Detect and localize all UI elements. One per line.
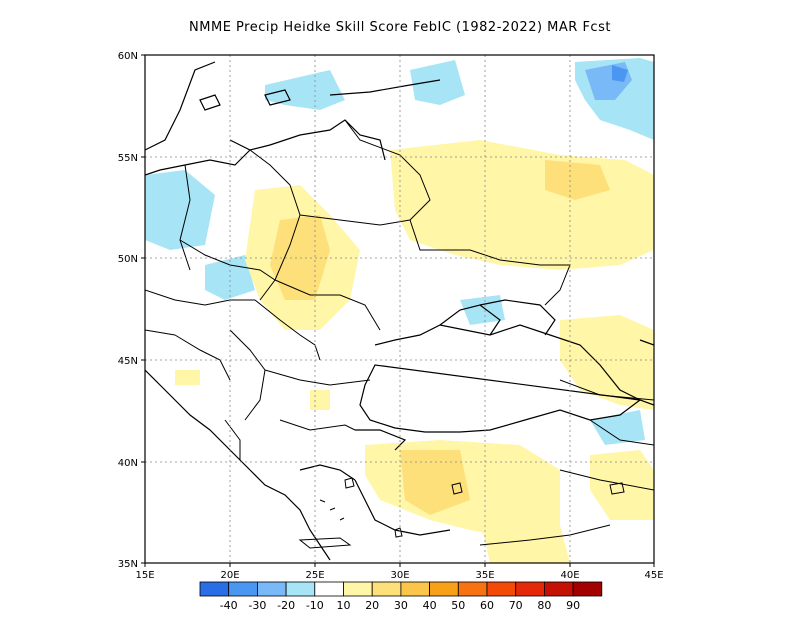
border-romania-ukraine <box>274 279 381 331</box>
colorbar-label: 50 <box>451 599 466 612</box>
colorbar-label: -40 <box>219 599 238 612</box>
colorbar-swatch <box>285 581 316 597</box>
colorbar-label: 10 <box>336 599 351 612</box>
baltic-coast <box>145 61 386 176</box>
border-romania-bulgaria <box>264 369 371 386</box>
skill-patch-10-east <box>560 315 654 410</box>
rhodes-island <box>394 527 403 538</box>
border-turkey-east <box>559 469 654 491</box>
border-hungary-romania <box>254 299 321 361</box>
colorbar-label: 60 <box>480 599 494 612</box>
border-germany-poland <box>179 164 191 271</box>
gotland-island <box>199 94 221 111</box>
colorbar-swatch <box>371 581 402 597</box>
colorbar-label: 20 <box>365 599 380 612</box>
skill-patch-neg-10-crimea <box>460 295 505 325</box>
coastlines <box>145 61 654 561</box>
lon-tick-label: 20E <box>220 570 239 581</box>
colorbar-label: -30 <box>248 599 267 612</box>
lon-tick-label: 40E <box>560 570 579 581</box>
border-ukraine-belarus <box>299 214 411 226</box>
colorbar-swatch <box>457 581 488 597</box>
colorbar-swatch <box>199 581 230 597</box>
colorbar-label: 90 <box>566 599 581 612</box>
lon-tick-label: 45E <box>644 570 663 581</box>
skill-patch-20-turkey <box>400 450 470 515</box>
skill-patch-20-russia <box>545 160 610 200</box>
greece-coast <box>249 464 356 561</box>
lat-tick-label: 45N <box>118 356 138 367</box>
saaremaa-island <box>264 89 291 106</box>
skill-patch-neg-10-baltic <box>265 70 345 110</box>
skill-patch-10-pannonia <box>175 370 200 385</box>
lat-tick-label: 40N <box>118 458 138 469</box>
colorbar-label: -10 <box>305 599 324 612</box>
colorbar-label: 30 <box>393 599 408 612</box>
border-ukraine-russia <box>409 219 571 306</box>
lat-tick-label: 35N <box>118 559 138 570</box>
colorbar-swatch <box>400 581 430 597</box>
azov-sea-coast <box>479 299 556 336</box>
lake-tuz <box>451 482 463 495</box>
border-caucasus <box>559 379 654 401</box>
aegean-coast <box>354 479 451 536</box>
lesbos-island <box>344 477 355 489</box>
cyclades-islands <box>319 499 345 521</box>
colorbar-swatch <box>343 581 373 597</box>
border-serbia <box>229 329 266 421</box>
colorbar-swatch <box>256 581 287 597</box>
skill-patches <box>145 58 654 563</box>
lat-tick-label: 55N <box>118 153 138 164</box>
skill-patch-neg-10-north <box>410 60 465 105</box>
border-poland-belarus <box>249 149 291 186</box>
skill-patch-10-anatolia-south <box>480 520 570 563</box>
lon-tick-label: 30E <box>390 570 409 581</box>
colorbar-swatch <box>572 581 603 597</box>
lon-tick-label: 35E <box>475 570 494 581</box>
lon-tick-label: 25E <box>305 570 324 581</box>
skill-patch-neg-10-czech <box>205 255 255 300</box>
colorbar <box>199 581 603 597</box>
tick-marks <box>141 54 655 567</box>
black-sea-coast <box>359 324 654 433</box>
lat-tick-label: 50N <box>118 254 138 265</box>
colorbar-label: 40 <box>422 599 437 612</box>
border-croatia-bosnia <box>174 334 231 381</box>
border-belarus-russia <box>344 119 431 221</box>
colorbar-swatch <box>486 581 517 597</box>
colorbar-swatch <box>429 581 459 597</box>
lat-tick-labels: 35N 40N 45N 50N 55N 60N <box>118 51 138 570</box>
border-albania <box>224 419 241 460</box>
skill-patch-neg-10-caucasus <box>590 410 645 445</box>
border-turkey-georgia <box>589 419 654 446</box>
border-austria-hungary <box>174 299 255 306</box>
colorbar-swatch <box>515 581 545 597</box>
adriatic-coast <box>145 369 251 471</box>
lake-van <box>609 482 625 495</box>
skill-patch-10-balkans <box>310 390 330 410</box>
border-syria <box>479 524 611 546</box>
crete-island <box>298 537 352 549</box>
border-austria-west <box>145 289 176 301</box>
lat-tick-label: 60N <box>118 51 138 62</box>
border-poland-ukraine <box>259 184 301 301</box>
lon-tick-label: 15E <box>135 570 154 581</box>
colorbar-label: -20 <box>277 599 296 612</box>
islands <box>298 477 625 549</box>
skill-patch-neg-10-west <box>145 170 215 250</box>
skill-patch-neg-30-northeast <box>612 65 628 82</box>
colorbar-swatch <box>314 581 344 597</box>
caspian-coast <box>639 339 654 346</box>
colorbar-label: 80 <box>537 599 552 612</box>
colorbar-swatch <box>228 581 258 597</box>
colorbar-swatch <box>544 581 574 597</box>
border-italy-slovenia <box>145 329 176 336</box>
chart-title: NMME Precip Heidke Skill Score FebIC (19… <box>189 20 611 35</box>
colorbar-label: 70 <box>508 599 523 612</box>
border-bulgaria-greece <box>279 419 356 431</box>
gulf-of-finland <box>329 79 441 96</box>
lon-tick-labels: 15E 20E 25E 30E 35E 40E 45E <box>135 570 663 581</box>
